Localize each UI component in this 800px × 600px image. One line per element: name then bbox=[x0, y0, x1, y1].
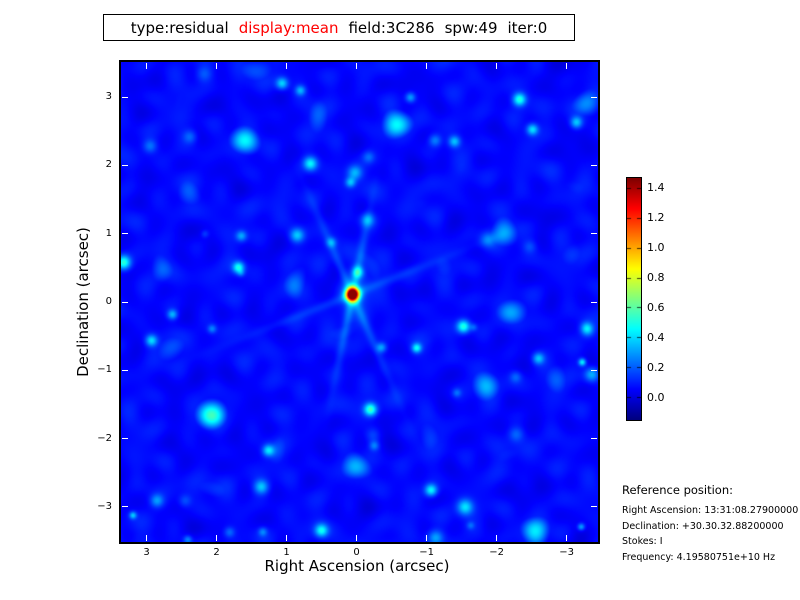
y-tick-label: 2 bbox=[105, 159, 112, 171]
x-tick-bottom bbox=[426, 535, 428, 541]
reference-line-2: Stokes: I bbox=[622, 536, 663, 547]
reference-line-0: Right Ascension: 13:31:08.27900000 bbox=[622, 505, 799, 516]
y-tick-right bbox=[591, 233, 597, 235]
y-tick-label: 1 bbox=[105, 227, 112, 239]
y-tick-left bbox=[122, 233, 128, 235]
x-axis-label: Right Ascension (arcsec) bbox=[264, 557, 450, 575]
title-segment-1: display:mean bbox=[238, 18, 339, 37]
colorbar-tick-label: 0.6 bbox=[647, 301, 665, 314]
y-tick-left bbox=[122, 369, 128, 371]
colorbar-tick-label: 1.0 bbox=[647, 241, 665, 254]
x-tick-bottom bbox=[146, 535, 148, 541]
colorbar bbox=[626, 177, 642, 421]
x-tick-label: 2 bbox=[213, 547, 220, 558]
y-tick-label: −2 bbox=[97, 432, 112, 444]
y-tick-right bbox=[591, 96, 597, 98]
y-tick-label: −1 bbox=[97, 364, 112, 376]
x-tick-bottom bbox=[216, 535, 218, 541]
y-tick-left bbox=[122, 301, 128, 303]
title-segment-4: iter:0 bbox=[507, 18, 548, 37]
x-tick-bottom bbox=[356, 535, 358, 541]
reference-position-block: Reference position: Right Ascension: 13:… bbox=[622, 483, 800, 567]
reference-line-1: Declination: +30.30.32.88200000 bbox=[622, 520, 784, 532]
x-tick-label: −1 bbox=[419, 547, 434, 558]
title-segment-0: type:residual bbox=[130, 18, 229, 37]
x-tick-top bbox=[356, 63, 358, 69]
y-tick-label: −3 bbox=[97, 500, 112, 512]
x-tick-top bbox=[146, 63, 148, 69]
y-tick-left bbox=[122, 438, 128, 440]
x-tick-label: 0 bbox=[353, 547, 360, 558]
y-tick-left bbox=[122, 96, 128, 98]
x-tick-top bbox=[496, 63, 498, 69]
reference-line-3: Frequency: 4.19580751e+10 Hz bbox=[622, 551, 776, 563]
x-tick-top bbox=[426, 63, 428, 69]
colorbar-tick-label: 0.0 bbox=[647, 391, 665, 404]
colorbar-tick-label: 1.4 bbox=[647, 181, 665, 194]
x-tick-bottom bbox=[496, 535, 498, 541]
y-tick-right bbox=[591, 301, 597, 303]
colorbar-tick-label: 0.4 bbox=[647, 331, 665, 344]
colorbar-tick-label: 1.2 bbox=[647, 211, 665, 224]
reference-heading: Reference position: bbox=[622, 483, 733, 497]
x-tick-label: −2 bbox=[489, 547, 504, 558]
residual-heatmap bbox=[119, 60, 600, 544]
x-tick-top bbox=[286, 63, 288, 69]
reference-lines: Right Ascension: 13:31:08.27900000 Declin… bbox=[622, 505, 800, 563]
x-tick-label: −3 bbox=[559, 547, 574, 558]
title-segment-2: field:3C286 bbox=[348, 18, 435, 37]
x-tick-label: 3 bbox=[143, 547, 150, 558]
plot-title-box: type:residual display:mean field:3C286 spw:… bbox=[103, 14, 575, 41]
y-tick-label: 3 bbox=[105, 91, 112, 103]
y-tick-right bbox=[591, 164, 597, 166]
x-tick-top bbox=[566, 63, 568, 69]
y-tick-right bbox=[591, 369, 597, 371]
x-tick-bottom bbox=[286, 535, 288, 541]
y-tick-right bbox=[591, 506, 597, 508]
x-tick-label: 1 bbox=[283, 547, 290, 558]
x-tick-bottom bbox=[566, 535, 568, 541]
y-tick-right bbox=[591, 438, 597, 440]
y-tick-label: 0 bbox=[105, 296, 112, 307]
x-tick-top bbox=[216, 63, 218, 69]
title-segment-3: spw:49 bbox=[444, 18, 498, 37]
colorbar-tick-label: 0.2 bbox=[647, 361, 665, 374]
y-tick-left bbox=[122, 506, 128, 508]
colorbar-tick-label: 0.8 bbox=[647, 271, 665, 284]
y-tick-left bbox=[122, 164, 128, 166]
